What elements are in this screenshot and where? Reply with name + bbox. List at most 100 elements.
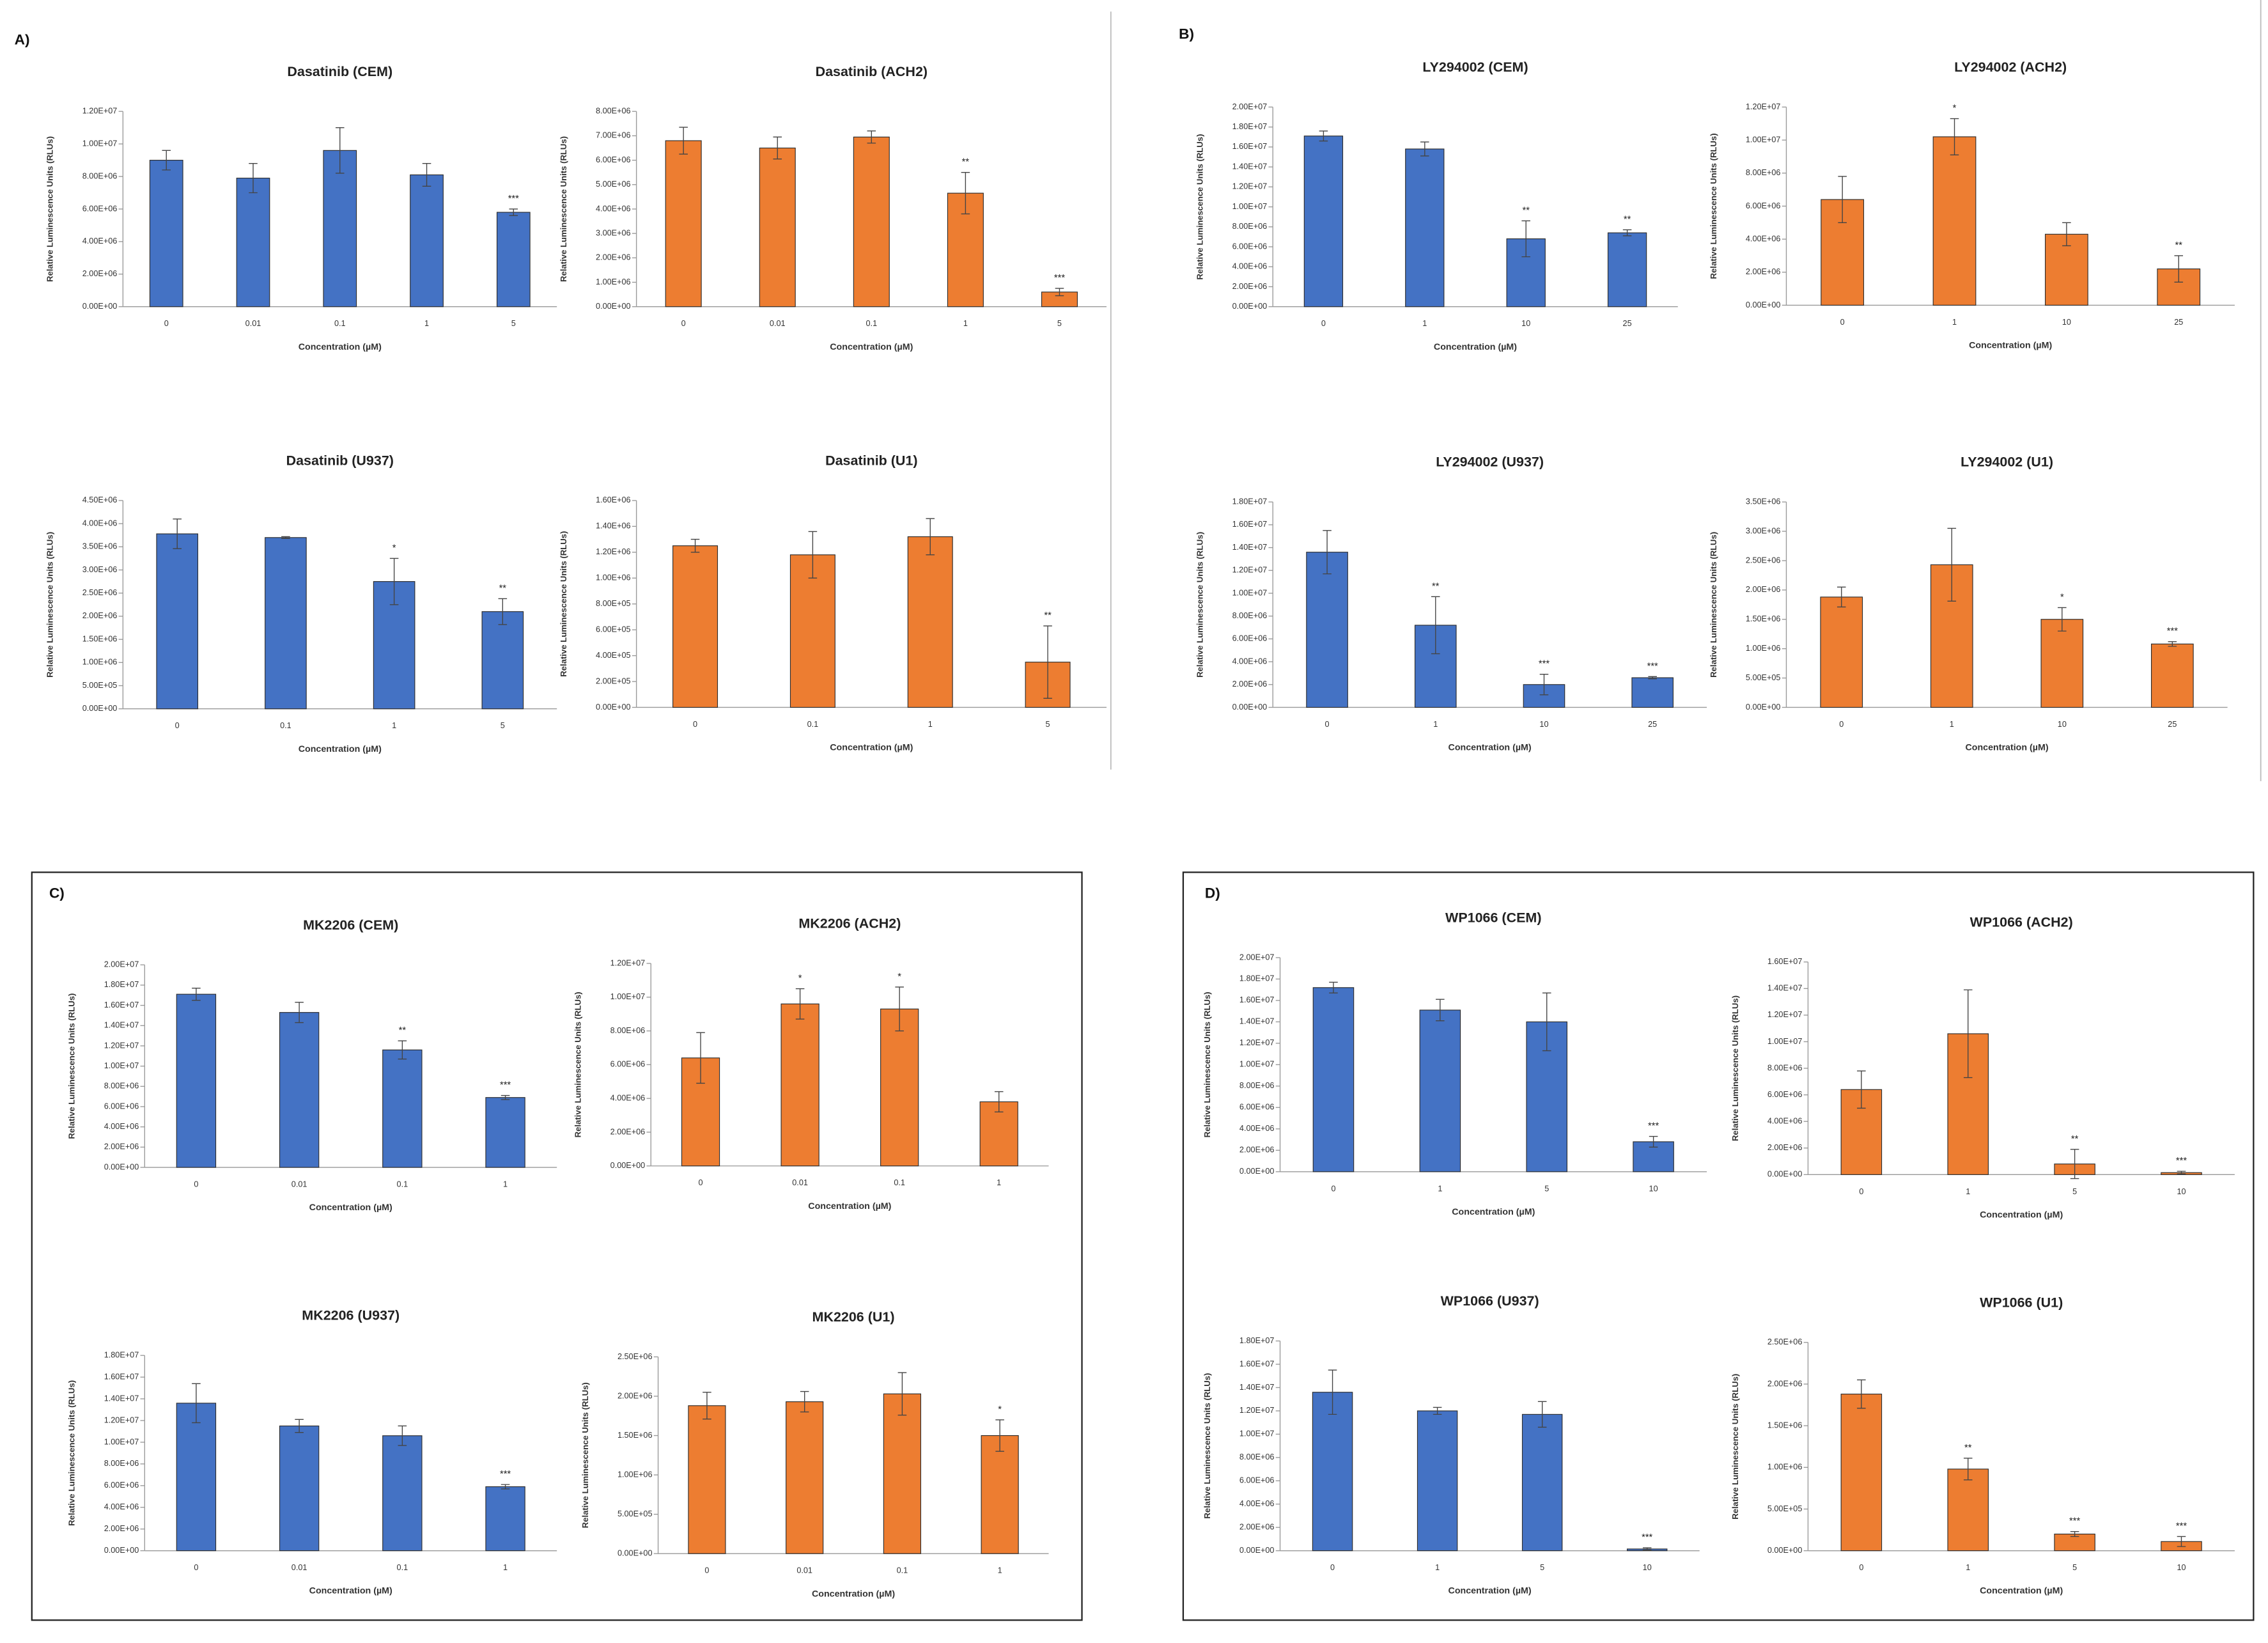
bar <box>176 1403 217 1552</box>
y-axis-label: Relative Luminescence Units (RLUs) <box>67 1380 77 1526</box>
bar <box>265 537 307 710</box>
x-tick-label: 5 <box>2072 1563 2077 1572</box>
y-tick-label: 1.00E+07 <box>1767 1037 1803 1046</box>
error-bar <box>1857 1070 1866 1109</box>
bar <box>149 160 183 308</box>
bar <box>1820 596 1863 708</box>
bar <box>1521 1413 1563 1552</box>
y-tick-label: 2.50E+06 <box>1767 1337 1803 1346</box>
y-axis-label: Relative Luminescence Units (RLUs) <box>1709 532 1718 678</box>
panel-frame <box>1182 871 2255 1621</box>
bar <box>1312 1392 1353 1552</box>
panel-frame <box>31 871 1083 1621</box>
error-bar <box>2177 1536 2186 1547</box>
y-tick-label: 1.00E+07 <box>82 139 118 148</box>
y-tick-label: 6.00E+06 <box>1746 201 1781 210</box>
error-bar <box>1329 981 1338 993</box>
y-tick-label: 2.00E+06 <box>82 269 118 278</box>
x-tick-label: 0 <box>1859 1187 1863 1196</box>
error-bar <box>1420 141 1429 157</box>
x-tick-label: 25 <box>2168 720 2177 729</box>
chart-title: WP1066 (CEM) <box>1445 910 1541 926</box>
bar <box>883 1393 921 1554</box>
bar <box>981 1435 1019 1554</box>
bar <box>688 1405 726 1554</box>
y-tick-label: 8.00E+06 <box>1232 222 1268 231</box>
error-bar <box>501 1484 510 1490</box>
y-tick-label: 1.80E+07 <box>1232 497 1268 506</box>
x-tick-label: 5 <box>501 721 505 730</box>
error-bar <box>162 150 171 171</box>
y-tick-label: 2.00E+06 <box>104 1524 139 1533</box>
y-tick-label: 8.00E+06 <box>1239 1452 1275 1461</box>
y-tick-label: 0.00E+00 <box>1239 1167 1275 1176</box>
bar <box>236 178 270 308</box>
bar <box>759 147 796 308</box>
y-tick-label: 1.00E+07 <box>1239 1060 1275 1069</box>
y-tick-label: 0.00E+00 <box>617 1549 653 1558</box>
y-tick-label: 7.00E+06 <box>596 131 631 140</box>
y-tick-label: 4.00E+06 <box>1239 1124 1275 1133</box>
y-tick-label: 4.00E+06 <box>82 518 118 527</box>
x-tick-label: 10 <box>2177 1563 2186 1572</box>
chart-title: LY294002 (U937) <box>1436 455 1544 470</box>
chart-title: Dasatinib (U937) <box>286 453 394 468</box>
y-tick-label: 1.20E+06 <box>596 547 631 556</box>
y-tick-label: 1.00E+07 <box>1232 202 1268 211</box>
y-tick-label: 1.80E+07 <box>104 980 139 989</box>
x-tick-label: 0 <box>164 319 169 328</box>
error-bar <box>1857 1379 1866 1409</box>
error-bar <box>1436 999 1445 1022</box>
error-bar <box>897 1372 907 1416</box>
x-axis-label: Concentration (µM) <box>1434 342 1517 352</box>
y-tick-label: 1.00E+07 <box>1232 588 1268 597</box>
y-tick-label: 0.00E+00 <box>1232 703 1268 712</box>
significance-label: * <box>1953 104 1957 114</box>
x-tick-label: 0.01 <box>291 1563 307 1572</box>
x-tick-label: 10 <box>2058 720 2067 729</box>
x-axis-label: Concentration (µM) <box>1452 1207 1535 1217</box>
x-tick-label: 1 <box>998 1566 1002 1575</box>
significance-label: ** <box>1964 1443 1972 1453</box>
bar <box>279 1012 320 1168</box>
error-bar <box>1319 130 1328 142</box>
y-tick-label: 1.60E+07 <box>1232 520 1268 529</box>
significance-label: ** <box>2175 240 2183 251</box>
x-tick-label: 10 <box>1521 319 1530 328</box>
y-tick-label: 4.00E+06 <box>1767 1117 1803 1126</box>
y-tick-label: 1.50E+06 <box>82 634 118 643</box>
bar <box>1947 1468 1989 1552</box>
bar <box>485 1486 525 1552</box>
error-bar <box>808 531 818 579</box>
error-bar <box>690 538 700 553</box>
y-tick-label: 8.00E+06 <box>104 1082 139 1091</box>
x-axis-label: Concentration (µM) <box>830 743 913 753</box>
y-tick-label: 6.00E+06 <box>596 155 631 164</box>
significance-label: *** <box>508 194 519 204</box>
x-tick-label: 5 <box>1046 720 1050 729</box>
x-tick-label: 1 <box>424 319 429 328</box>
x-tick-label: 1 <box>1433 720 1438 729</box>
bar <box>1306 552 1348 708</box>
y-tick-label: 2.00E+06 <box>610 1127 646 1136</box>
error-bar <box>1649 1135 1658 1148</box>
y-tick-label: 1.00E+06 <box>1767 1463 1803 1472</box>
x-axis-label: Concentration (µM) <box>1965 743 2048 753</box>
error-bar <box>994 1091 1004 1112</box>
chart-title: LY294002 (ACH2) <box>1954 59 2067 75</box>
y-tick-label: 1.60E+07 <box>104 1001 139 1009</box>
chart-title: Dasatinib (U1) <box>825 453 917 468</box>
error-bar <box>173 518 182 549</box>
error-bar <box>498 598 508 625</box>
y-axis-label: Relative Luminescence Units (RLUs) <box>1195 532 1205 678</box>
y-axis-label: Relative Luminescence Units (RLUs) <box>559 531 568 677</box>
y-tick-label: 2.00E+06 <box>1239 1146 1275 1155</box>
x-tick-label: 0.1 <box>280 721 291 730</box>
bar <box>496 212 531 308</box>
significance-label: * <box>897 972 901 982</box>
y-tick-label: 1.20E+07 <box>1239 1038 1275 1047</box>
y-tick-label: 0.00E+00 <box>610 1161 646 1170</box>
y-tick-label: 1.60E+07 <box>1239 995 1275 1004</box>
